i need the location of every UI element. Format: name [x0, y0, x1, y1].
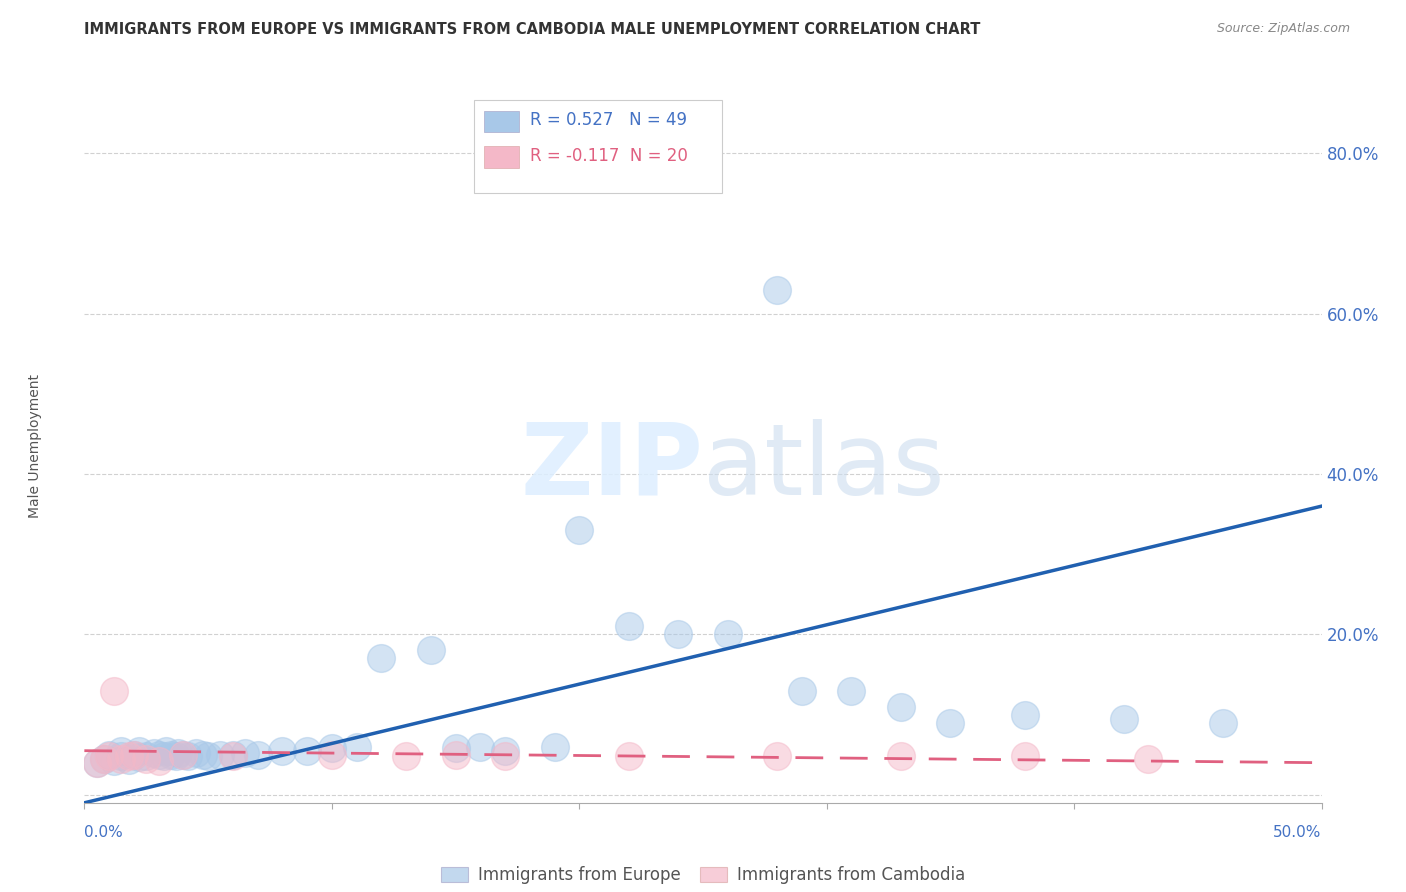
FancyBboxPatch shape: [484, 111, 519, 132]
Point: [543, 739, 565, 754]
Point: [395, 749, 418, 764]
Point: [890, 749, 912, 764]
Point: [110, 752, 132, 766]
Point: [444, 747, 467, 762]
Point: [148, 747, 170, 762]
Point: [93, 752, 115, 766]
Text: 50.0%: 50.0%: [1274, 825, 1322, 840]
Point: [103, 683, 125, 698]
Point: [98, 749, 121, 764]
Point: [110, 744, 132, 758]
Point: [118, 753, 141, 767]
Point: [370, 651, 392, 665]
Point: [766, 283, 789, 297]
Point: [155, 744, 177, 758]
Text: 0.0%: 0.0%: [84, 825, 124, 840]
Point: [419, 643, 441, 657]
Text: Male Unemployment: Male Unemployment: [28, 374, 42, 518]
Point: [444, 741, 467, 756]
Text: IMMIGRANTS FROM EUROPE VS IMMIGRANTS FROM CAMBODIA MALE UNEMPLOYMENT CORRELATION: IMMIGRANTS FROM EUROPE VS IMMIGRANTS FRO…: [84, 22, 981, 37]
Point: [1212, 715, 1234, 730]
Point: [160, 747, 183, 762]
Text: R = -0.117  N = 20: R = -0.117 N = 20: [530, 146, 688, 164]
Point: [617, 619, 640, 633]
FancyBboxPatch shape: [474, 100, 721, 193]
Point: [209, 747, 232, 762]
Point: [271, 744, 294, 758]
Point: [890, 699, 912, 714]
Text: atlas: atlas: [703, 419, 945, 516]
Point: [1014, 749, 1036, 764]
Point: [717, 627, 740, 641]
Point: [152, 749, 174, 764]
Point: [295, 744, 318, 758]
Point: [1112, 712, 1135, 726]
Point: [142, 746, 165, 760]
Point: [321, 747, 343, 762]
Point: [177, 749, 200, 764]
Text: R = 0.527   N = 49: R = 0.527 N = 49: [530, 111, 686, 128]
Point: [617, 749, 640, 764]
Point: [165, 749, 187, 764]
Point: [790, 683, 813, 698]
Point: [197, 749, 219, 764]
Point: [128, 744, 150, 758]
Point: [346, 739, 368, 754]
Point: [1014, 707, 1036, 722]
Point: [321, 741, 343, 756]
Point: [135, 752, 157, 766]
Point: [135, 749, 157, 764]
Point: [172, 747, 194, 762]
Point: [122, 747, 145, 762]
Point: [118, 749, 141, 764]
Point: [766, 749, 789, 764]
Point: [1137, 752, 1160, 766]
Point: [93, 752, 115, 766]
Point: [103, 754, 125, 768]
Text: ZIP: ZIP: [520, 419, 703, 516]
Point: [167, 746, 190, 760]
Point: [98, 747, 121, 762]
Point: [470, 739, 492, 754]
Point: [184, 746, 207, 760]
Point: [122, 747, 145, 762]
Point: [110, 749, 132, 764]
Point: [191, 747, 214, 762]
Text: Source: ZipAtlas.com: Source: ZipAtlas.com: [1216, 22, 1350, 36]
Point: [222, 747, 245, 762]
Point: [86, 756, 108, 770]
Point: [128, 750, 150, 764]
Point: [568, 523, 591, 537]
Point: [494, 749, 516, 764]
Point: [148, 754, 170, 768]
Point: [841, 683, 863, 698]
Point: [666, 627, 689, 641]
Point: [246, 747, 269, 762]
Point: [939, 715, 962, 730]
Point: [233, 746, 256, 760]
Legend: Immigrants from Europe, Immigrants from Cambodia: Immigrants from Europe, Immigrants from …: [434, 860, 972, 891]
FancyBboxPatch shape: [484, 146, 519, 168]
Point: [222, 749, 245, 764]
Point: [172, 747, 194, 762]
Point: [86, 756, 108, 770]
Point: [494, 744, 516, 758]
